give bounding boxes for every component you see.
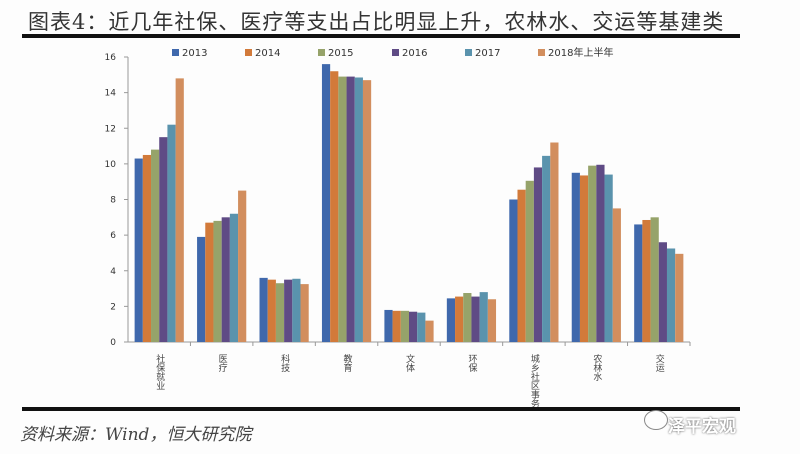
y-tick-label: 16 [105, 53, 117, 63]
bar-2016-交运 [658, 242, 667, 342]
y-tick-label: 12 [105, 124, 116, 134]
bar-2017-教育 [354, 77, 363, 342]
bar-2018年上半年-城乡社区事务 [550, 142, 559, 342]
bar-2016-科技 [284, 279, 293, 342]
bar-2014-交运 [642, 219, 651, 342]
y-tick-label: 10 [105, 160, 117, 170]
bar-2013-社保就业 [134, 158, 143, 342]
y-tick-label: 8 [110, 196, 116, 206]
bar-2015-交运 [650, 217, 659, 342]
bar-2014-农林水 [579, 175, 589, 342]
bar-2017-环保 [479, 292, 488, 342]
bar-2017-交运 [666, 248, 676, 342]
y-tick-label: 6 [110, 231, 116, 241]
category-label: 农林水 [591, 353, 602, 381]
category-label: 环保 [466, 354, 477, 373]
bar-2017-医疗 [229, 213, 239, 342]
bar-2015-社保就业 [151, 149, 160, 342]
legend-label: 2015 [328, 48, 353, 59]
bar-2018年上半年-医疗 [238, 190, 247, 342]
bar-2018年上半年-科技 [300, 284, 309, 342]
bar-2013-农林水 [571, 172, 580, 342]
legend-swatch [318, 49, 325, 56]
bar-2015-科技 [275, 283, 285, 342]
bar-2018年上半年-教育 [362, 80, 372, 342]
bar-2013-环保 [446, 298, 456, 342]
category-label: 教育 [342, 353, 353, 373]
y-tick-label: 2 [110, 302, 116, 312]
bar-2017-科技 [292, 278, 301, 342]
category-label: 社保就业 [154, 353, 165, 390]
bar-2013-城乡社区事务 [509, 199, 518, 342]
category-label: 交运 [654, 353, 665, 373]
bar-2018年上半年-社保就业 [175, 78, 184, 342]
legend-swatch [392, 49, 399, 56]
bar-2017-农林水 [604, 174, 613, 342]
bar-2015-教育 [338, 76, 347, 342]
bar-2013-医疗 [197, 236, 206, 342]
bar-2015-城乡社区事务 [525, 180, 534, 342]
bar-2014-科技 [267, 279, 276, 342]
bar-2016-文体 [409, 311, 418, 342]
bar-2014-城乡社区事务 [517, 189, 526, 342]
bar-2018年上半年-农林水 [612, 208, 621, 342]
bar-2016-城乡社区事务 [533, 167, 543, 342]
bar-2013-科技 [259, 277, 268, 342]
bar-2016-教育 [346, 76, 355, 342]
legend-swatch [245, 49, 252, 56]
bar-2013-教育 [321, 64, 331, 342]
source-note: 资料来源：Wind，恒大研究院 [20, 425, 252, 445]
bar-2016-农林水 [596, 164, 605, 342]
bar-2016-医疗 [221, 217, 230, 342]
bar-2015-医疗 [213, 220, 222, 342]
bar-2018年上半年-文体 [425, 320, 434, 342]
y-tick-label: 4 [110, 267, 116, 277]
top-rule [22, 34, 740, 38]
legend-swatch [465, 49, 472, 56]
bar-2014-文体 [392, 310, 401, 342]
bar-2017-文体 [417, 312, 426, 342]
bar-2014-环保 [455, 296, 464, 342]
bar-2016-社保就业 [159, 137, 168, 342]
figure-title: 图表4：近几年社保、医疗等支出占比明显上升，农林水、交运等基建类 [28, 10, 725, 34]
category-label: 医疗 [217, 354, 228, 373]
bar-2013-文体 [384, 309, 393, 342]
category-label: 文体 [404, 353, 415, 373]
y-tick-label: 0 [110, 338, 116, 348]
bar-2013-交运 [634, 224, 643, 342]
legend-swatch [172, 49, 179, 56]
legend-label: 2013 [182, 48, 207, 59]
bar-2018年上半年-交运 [675, 253, 684, 342]
legend-swatch [538, 49, 545, 56]
bar-2014-社保就业 [142, 154, 152, 342]
legend-label: 2017 [475, 48, 500, 59]
bottom-rule [22, 407, 740, 411]
bar-2018年上半年-环保 [487, 299, 497, 342]
legend-label: 2016 [402, 48, 427, 59]
category-label: 科技 [279, 353, 290, 373]
bar-2015-环保 [463, 293, 472, 342]
watermark: 泽平宏观 [668, 417, 736, 437]
bar-2017-城乡社区事务 [542, 155, 551, 342]
bar-2016-环保 [471, 296, 480, 342]
wechat-icon [644, 410, 668, 430]
bar-2014-医疗 [205, 222, 214, 342]
legend-label: 2014 [255, 48, 280, 59]
legend-label: 2018年上半年 [548, 46, 613, 59]
category-label: 城乡社区事务 [529, 354, 540, 409]
bar-2015-文体 [400, 310, 409, 342]
bar-2017-社保就业 [167, 124, 176, 342]
y-tick-label: 14 [105, 89, 117, 99]
bar-2014-教育 [330, 71, 339, 342]
bar-2015-农林水 [588, 165, 597, 342]
